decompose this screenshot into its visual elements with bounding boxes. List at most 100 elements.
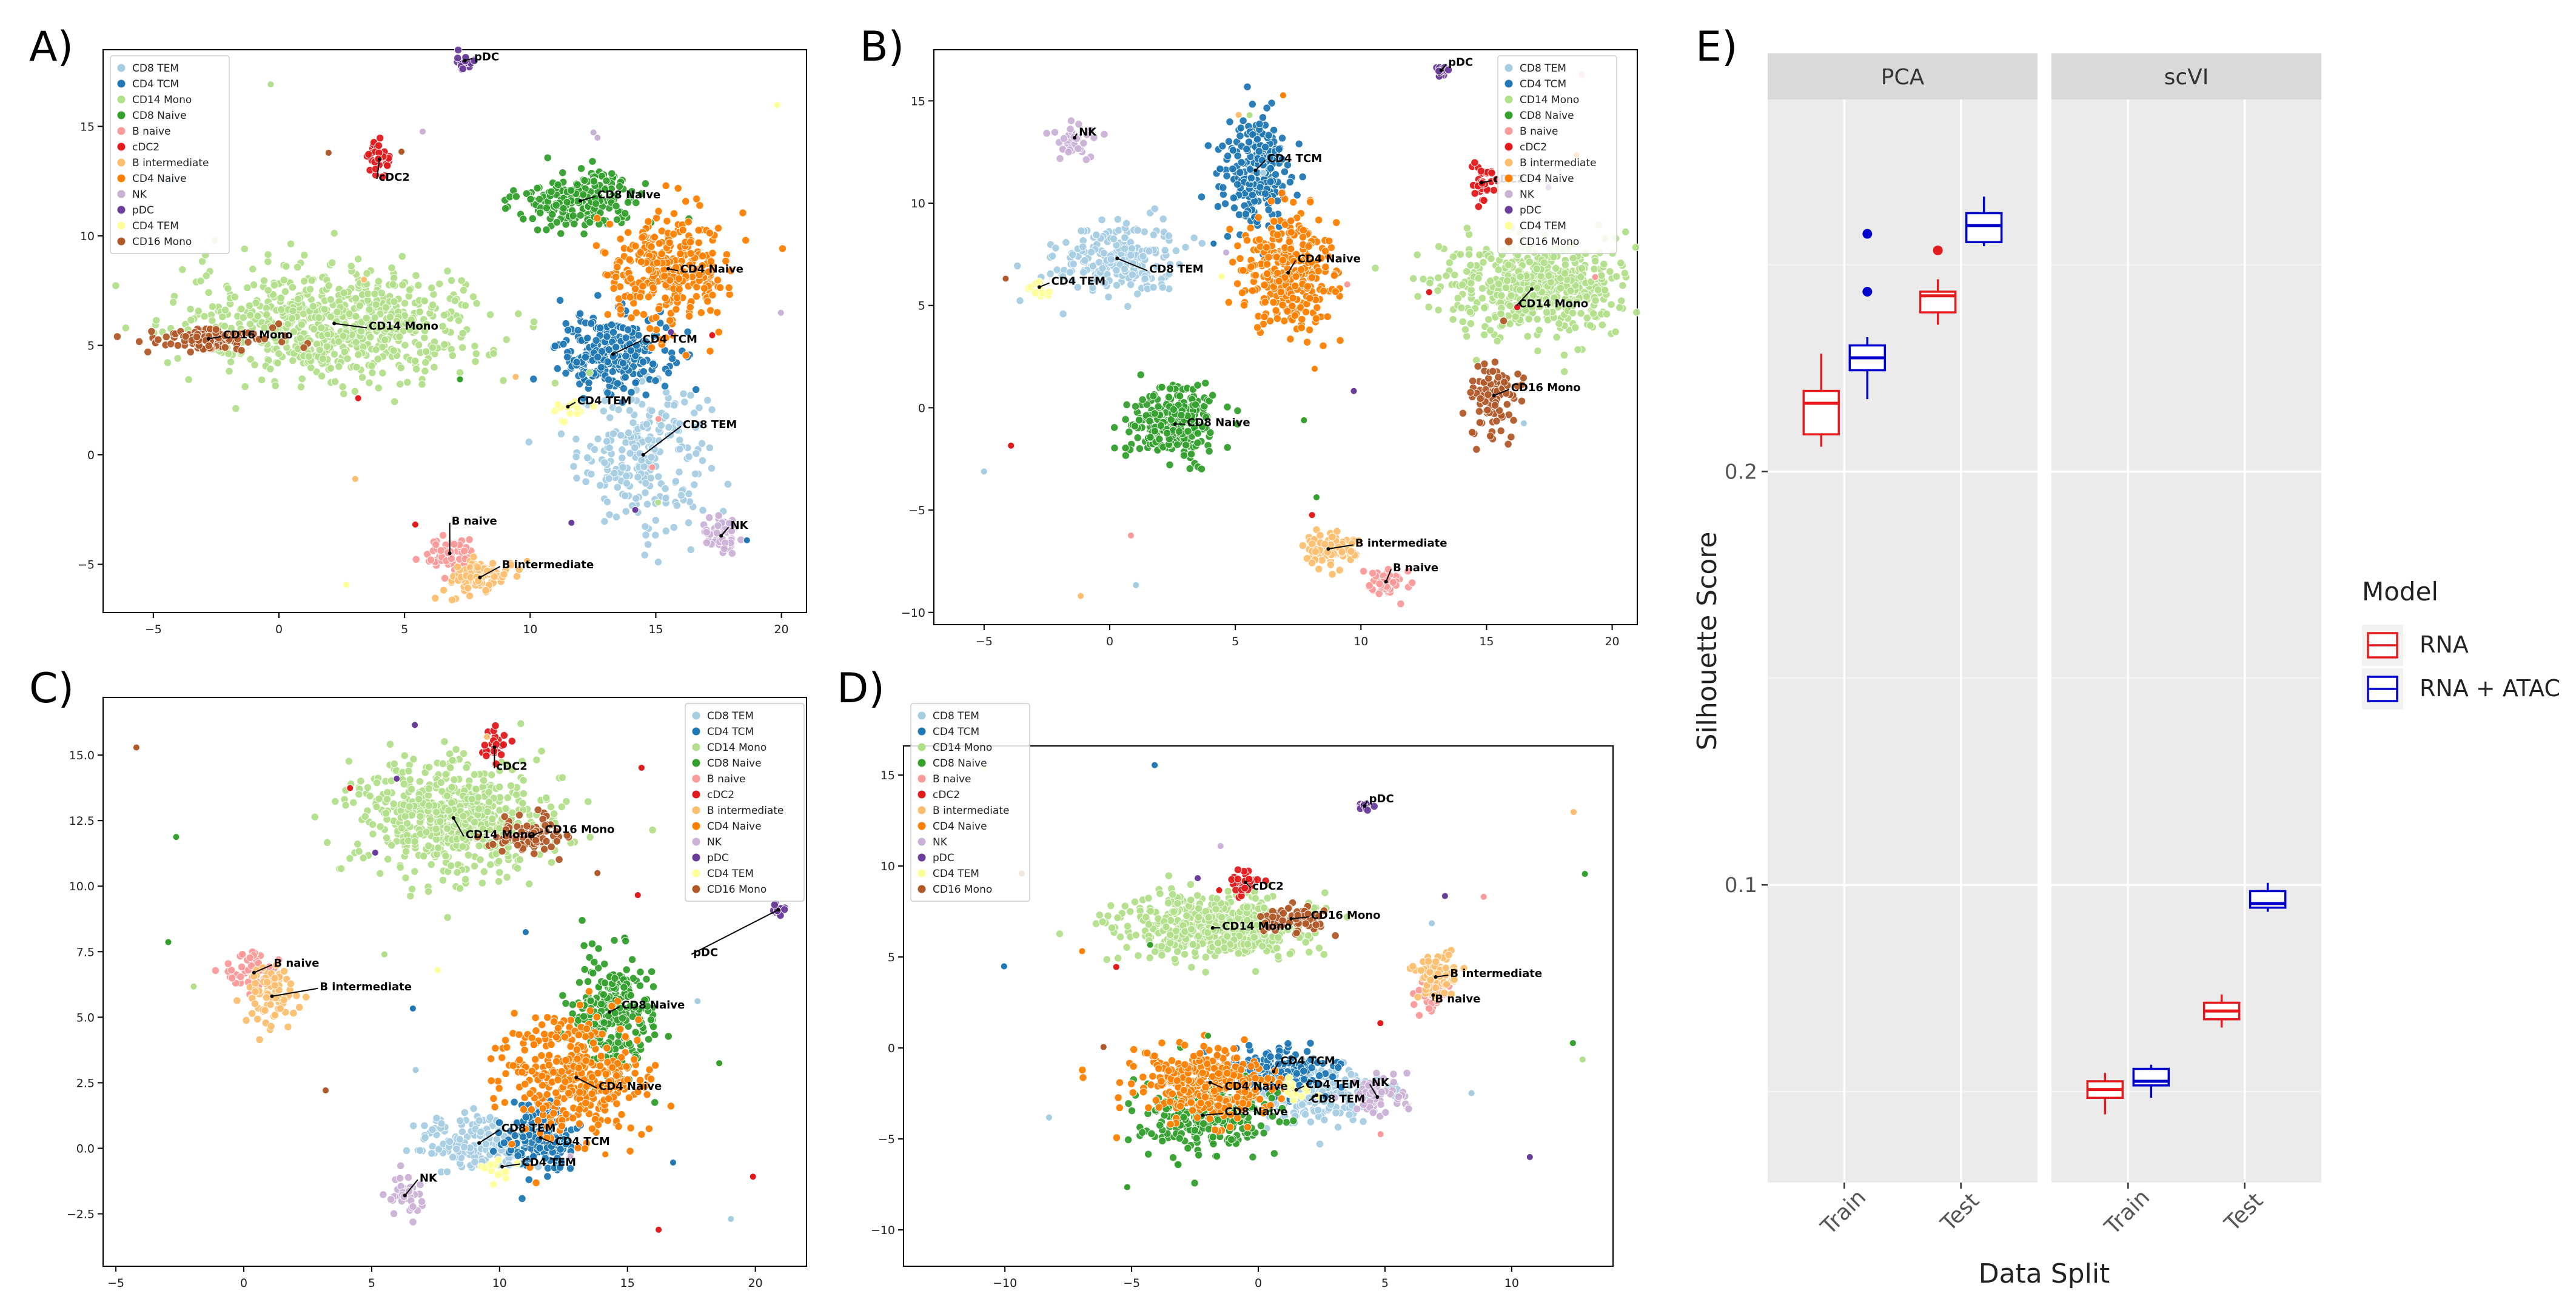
stray-cell-point [1300,417,1308,424]
legend-entry: pDC [132,204,154,216]
legend-entry: CD4 TEM [132,220,179,232]
cell-point [512,790,521,799]
cell-point [243,283,252,292]
cell-point [317,323,326,332]
cell-point [1120,244,1129,253]
cell-point [619,384,628,393]
cell-point [675,468,683,477]
stray-cell-point [1350,387,1358,395]
cell-point [298,375,306,383]
cell-point [465,535,474,544]
cell-point [569,212,577,220]
cell-point [624,429,633,437]
x-tick-label: 5 [401,623,408,636]
cell-point [411,357,420,365]
cell-point [1571,323,1580,332]
cell-point [421,367,429,375]
cell-point [365,378,374,387]
cell-point [450,540,458,549]
cell-point [624,228,632,237]
cell-point [570,220,579,228]
cell-point [340,289,348,297]
cell-point [1164,232,1173,240]
cell-point [1620,269,1629,278]
cell-point [631,351,640,360]
cell-point [602,176,611,185]
cell-point [619,359,628,368]
cell-point [1239,116,1247,125]
x-tick-label: 20 [1605,635,1619,648]
cell-point [672,305,680,314]
cell-point [221,306,230,314]
cell-point [293,295,303,303]
cell-point [275,349,283,358]
cell-point [187,316,195,324]
cell-point [309,302,318,310]
cell-point [1127,251,1135,260]
cell-point [595,481,605,489]
y-tick-label: 10 [911,197,925,210]
cell-point [692,385,700,394]
cell-point [1413,250,1421,259]
cell-point [451,297,459,305]
cell-point [318,354,327,363]
cell-point [662,181,670,190]
cell-point [1458,281,1467,289]
cell-point [1155,435,1164,443]
cell-point [662,323,671,332]
cell-point [1236,254,1244,263]
x-tick-label: 10 [492,1277,507,1290]
cell-point [1059,309,1067,318]
cell-point [398,281,407,289]
cell-point [1236,132,1244,140]
stray-cell-point [1343,281,1351,289]
cell-point [326,364,335,372]
cell-point [449,1153,457,1161]
cell-point [1236,168,1244,176]
cell-point [224,284,232,293]
cell-point [1175,427,1184,436]
cell-point [1451,270,1459,279]
cell-point [1223,443,1232,452]
cell-point [1303,282,1312,290]
cell-point [594,435,602,443]
cell-point [112,281,120,290]
x-tick-label: 0 [275,623,283,636]
legend-marker [117,190,126,198]
cell-point [1193,429,1202,438]
legend-entry: CD4 TEM [1520,220,1566,232]
cell-point [703,297,712,306]
cell-point [1325,237,1333,245]
cell-point [489,1147,498,1156]
cell-point [351,294,360,303]
cell-point [559,340,568,349]
stray-cell-point [1311,365,1318,373]
cell-point [1586,321,1595,330]
legend-marker [1504,174,1513,183]
cell-point [389,280,397,289]
cell-point [1615,303,1624,312]
cluster-label: CD4 TEM [1052,275,1105,288]
cell-point [1201,379,1210,388]
cell-point [440,586,448,594]
cell-point [1486,277,1495,286]
cell-point [690,409,699,417]
cell-point [623,326,632,334]
cell-point [392,317,401,326]
cell-point [1456,250,1465,259]
cell-point [1112,266,1121,275]
cell-point [626,346,636,355]
cell-point [503,873,511,882]
cell-point [662,526,670,535]
cell-point [1221,200,1230,208]
legend-entry: NK [1520,189,1535,201]
legend-marker [1504,221,1513,230]
cell-point [1303,338,1312,346]
cell-point [1253,135,1262,144]
cell-point [1069,260,1078,268]
legend-marker [1504,127,1513,135]
cell-point [639,282,647,290]
cell-point [1150,427,1159,435]
cell-point [374,384,383,392]
